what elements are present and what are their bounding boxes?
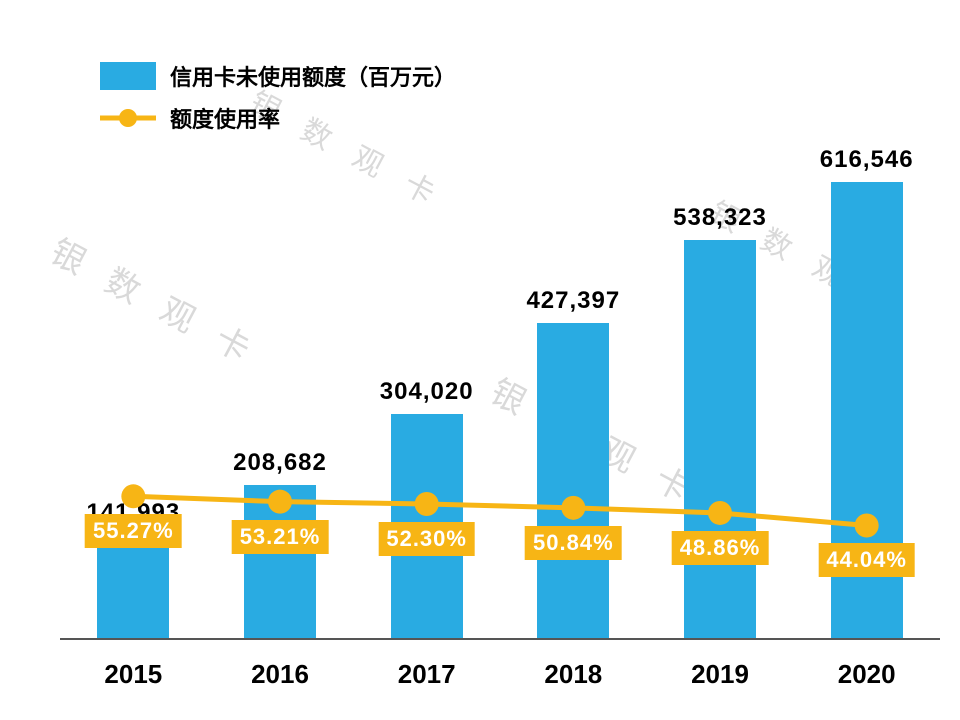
bar-group: 427,397 <box>500 120 647 640</box>
plot-area: 141,993208,682304,020427,397538,323616,5… <box>60 120 940 640</box>
x-axis-label: 2018 <box>500 659 647 690</box>
bar-value-label: 538,323 <box>620 204 820 232</box>
x-axis-label: 2017 <box>353 659 500 690</box>
bar <box>244 485 316 640</box>
bar-group: 304,020 <box>353 120 500 640</box>
bar-value-label: 616,546 <box>767 146 960 174</box>
x-axis-label: 2019 <box>647 659 794 690</box>
combo-chart: 银数观卡 银数观卡 银数观卡 银数观卡 信用卡未使用额度（百万元） 额度使用率 … <box>0 0 960 720</box>
rate-label: 44.04% <box>818 543 915 577</box>
bar <box>97 535 169 640</box>
legend-bar-swatch <box>100 62 156 90</box>
rate-label: 52.30% <box>378 522 475 556</box>
x-axis-label: 2020 <box>793 659 940 690</box>
x-axis <box>60 638 940 640</box>
legend-bar: 信用卡未使用额度（百万元） <box>100 60 456 92</box>
bar-value-label: 427,397 <box>473 287 673 315</box>
x-axis-labels: 201520162017201820192020 <box>60 659 940 690</box>
bars-container: 141,993208,682304,020427,397538,323616,5… <box>60 120 940 640</box>
bar-value-label: 304,020 <box>327 378 527 406</box>
bar-value-label: 208,682 <box>180 449 380 477</box>
bar <box>537 323 609 640</box>
rate-label: 50.84% <box>525 526 622 560</box>
bar <box>684 240 756 640</box>
rate-label: 53.21% <box>232 520 329 554</box>
rate-label: 48.86% <box>672 531 769 565</box>
legend-bar-label: 信用卡未使用额度（百万元） <box>170 60 456 92</box>
rate-label: 55.27% <box>85 514 182 548</box>
x-axis-label: 2015 <box>60 659 207 690</box>
x-axis-label: 2016 <box>207 659 354 690</box>
bar-group: 141,993 <box>60 120 207 640</box>
